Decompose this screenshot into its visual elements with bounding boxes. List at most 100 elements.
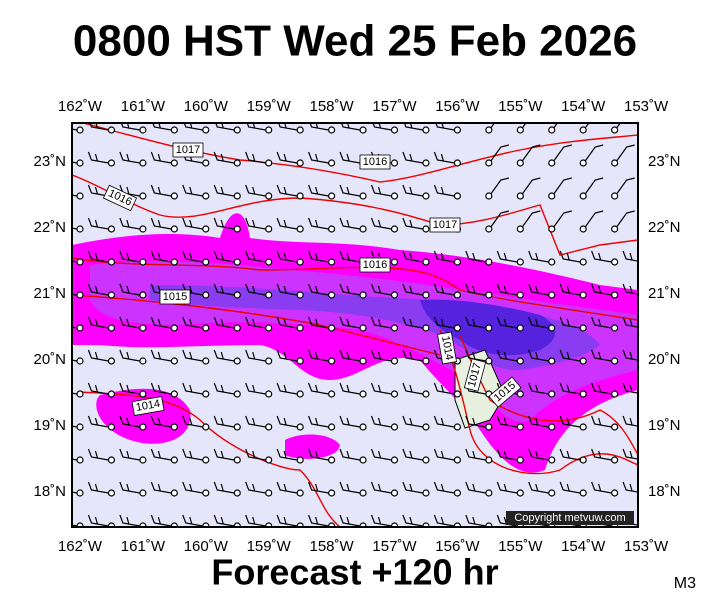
barb-shaft [309, 123, 329, 131]
title: 0800 HST Wed 25 Feb 2026 [73, 17, 637, 66]
barb-station [76, 324, 84, 332]
barb-shaft [496, 448, 518, 461]
wind-barb [559, 283, 587, 299]
barb-shaft [433, 250, 455, 263]
barb-shaft [119, 448, 141, 461]
barb-shaft [433, 184, 455, 197]
wind-barb [213, 184, 241, 200]
barb-shaft [402, 481, 424, 494]
barb-station [516, 357, 524, 365]
lon-label: 156˚W [435, 98, 480, 115]
wind-barb [339, 184, 367, 200]
wind-barb [433, 481, 461, 497]
barb-station [170, 225, 178, 233]
barb-station [107, 258, 116, 266]
wind-barb [308, 349, 336, 365]
wind-barb [308, 184, 336, 200]
barb-station [611, 225, 619, 233]
barb-shaft [182, 514, 203, 527]
barb-station [390, 126, 399, 134]
barb-shaft [213, 151, 235, 164]
barb-station [170, 159, 178, 167]
barb-station [76, 390, 84, 398]
lon-label: 155˚W [498, 538, 543, 555]
barb-station [265, 192, 273, 200]
barb-shaft [465, 514, 486, 527]
barb-station [548, 126, 556, 134]
barb-station [611, 126, 619, 134]
barb-station [328, 258, 336, 266]
barb-station [390, 456, 399, 464]
barb-shaft [213, 316, 235, 329]
wind-barb [591, 448, 619, 464]
wind-barb [339, 382, 367, 398]
barb-station [265, 159, 273, 167]
barb-shaft [276, 382, 298, 395]
wind-barb [308, 283, 336, 299]
barb-shaft [591, 415, 612, 428]
barb-station [170, 456, 178, 464]
wind-barb [213, 151, 241, 167]
wind-barb [433, 316, 461, 332]
wind-barb [72, 258, 84, 266]
barb-shaft [339, 514, 361, 527]
barb-shaft [559, 283, 581, 296]
barb-shaft [87, 415, 109, 428]
wind-barb [72, 225, 84, 233]
barb-station [611, 456, 619, 464]
barb-station [579, 357, 587, 365]
wind-barb [183, 123, 210, 134]
wind-barb [402, 283, 430, 299]
barb-shaft [403, 123, 424, 131]
barb-shaft [87, 151, 109, 164]
barb-station [422, 159, 430, 167]
wind-barb [559, 481, 587, 497]
wind-barb [309, 123, 336, 134]
barb-shaft [339, 184, 361, 197]
barb-station [548, 258, 556, 266]
barb-station [453, 489, 461, 497]
wind-barb [559, 448, 587, 464]
barb-station [643, 523, 649, 529]
barb-station [296, 390, 304, 398]
wind-barb [339, 283, 367, 299]
barb-station [107, 456, 116, 464]
barb-station [328, 159, 336, 167]
barb-station [296, 258, 304, 266]
barb-station [516, 225, 524, 233]
wind-barb [340, 123, 367, 134]
wind-barb [516, 144, 541, 167]
barb-station [107, 126, 116, 134]
barb-station [611, 159, 619, 167]
barb-shaft [433, 514, 455, 527]
barb-shaft [150, 151, 172, 164]
wind-barb [308, 382, 336, 398]
lon-label: 154˚W [561, 98, 606, 115]
copyright-box [506, 511, 634, 525]
barb-station [453, 456, 461, 464]
barb-station [453, 423, 461, 431]
wind-barb [465, 250, 493, 266]
barb-station [390, 357, 399, 365]
wind-barb [465, 448, 493, 464]
barb-station [76, 159, 84, 167]
wind-barb [402, 415, 430, 431]
wind-barb [213, 316, 241, 332]
wind-barb [308, 250, 336, 266]
wind-barb [150, 151, 178, 167]
barb-shaft [490, 210, 509, 228]
barb-shaft [584, 177, 604, 195]
lat-label: 19˚N [648, 417, 681, 434]
wind-barb [339, 448, 367, 464]
wind-barb [402, 217, 430, 233]
barb-shaft [528, 448, 549, 461]
barb-station [328, 456, 336, 464]
barb-shaft [150, 316, 172, 329]
barb-station [485, 423, 493, 431]
barb-station [453, 324, 461, 332]
barb-station [390, 225, 399, 233]
wind-barb [516, 177, 541, 200]
barb-shaft [245, 382, 266, 395]
barb-station [548, 390, 556, 398]
